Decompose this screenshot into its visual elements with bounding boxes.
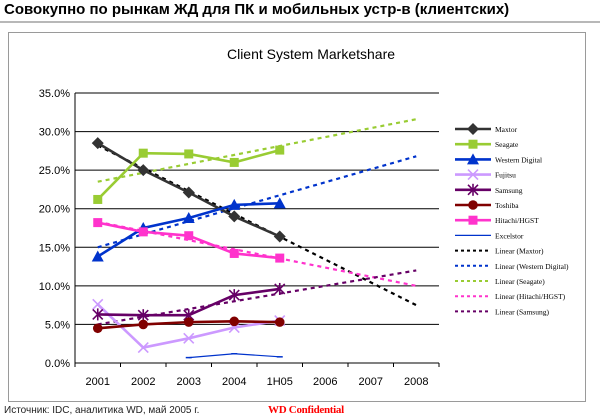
legend-label: Western Digital xyxy=(495,155,542,164)
legend-entry: Seagate xyxy=(455,139,519,149)
legend-point xyxy=(467,153,479,165)
series-toshiba-point xyxy=(183,317,194,327)
legend-label: Samsung xyxy=(495,186,523,195)
series-hitachi-hgst-point xyxy=(184,231,194,241)
legend-label: Fujitsu xyxy=(495,171,516,180)
series-toshiba-point xyxy=(274,317,285,327)
legend-point xyxy=(467,169,479,181)
legend-entry: Maxtor xyxy=(455,123,518,135)
legend: Maxtor Seagate Western Digital Fujitsu Samsu… xyxy=(455,123,569,316)
legend-label: Linear (Seagate) xyxy=(495,277,545,286)
legend-entry: Samsung xyxy=(455,183,523,196)
series-fujitsu-point xyxy=(183,332,195,344)
slide-title: Совокупно по рынкам ЖД для ПК и мобильны… xyxy=(4,1,510,18)
legend-entry: Linear (Hitachi/HGST) xyxy=(455,292,566,301)
series-hitachi-hgst-point xyxy=(138,227,148,237)
series-fujitsu-point xyxy=(92,298,104,310)
series-samsung-point xyxy=(137,309,149,322)
legend-label: Seagate xyxy=(495,140,519,149)
x-tick-label: 2007 xyxy=(359,376,383,388)
series-maxtor-point xyxy=(91,137,104,150)
y-tick-label: 20.0% xyxy=(39,204,70,216)
legend-label: Linear (Samsung) xyxy=(495,307,549,316)
legend-entry: Linear (Seagate) xyxy=(455,277,545,286)
series-maxtor-point xyxy=(137,164,150,177)
axes: 0.0% 5.0% 10.0% 15.0% 20.0% 25.0% 30.0% 35.0% 20… xyxy=(39,88,440,388)
legend-label: Linear (Western Digital) xyxy=(495,262,569,271)
series-toshiba-point xyxy=(92,323,103,334)
legend-entry: Excelstor xyxy=(455,231,524,240)
legend-point xyxy=(468,200,478,210)
series-seagate-point xyxy=(184,149,194,159)
x-tick-label: 2004 xyxy=(222,376,246,388)
series-hitachi-hgst-point xyxy=(229,248,239,258)
series-seagate-point xyxy=(275,145,285,155)
source-note: Источник: IDC, аналитика WD, май 2005 г. xyxy=(4,405,200,416)
series-maxtor-point xyxy=(228,210,241,223)
legend-entry: Hitachi/HGST xyxy=(455,215,539,225)
trendline-linear-seagate xyxy=(97,118,417,183)
series-samsung-point xyxy=(274,282,286,295)
y-tick-label: 30.0% xyxy=(39,127,70,139)
legend-entry: Linear (Samsung) xyxy=(455,307,549,316)
x-tick-label: 2003 xyxy=(177,376,201,388)
series-hitachi-hgst-point xyxy=(275,253,285,263)
series-samsung-point xyxy=(92,308,104,321)
series-western-digital-point xyxy=(182,211,195,223)
legend-label: Excelstor xyxy=(495,231,524,240)
y-tick-label: 25.0% xyxy=(39,165,70,177)
legend-entry: Linear (Maxtor) xyxy=(455,247,544,256)
legend-label: Toshiba xyxy=(495,201,519,210)
y-tick-label: 0.0% xyxy=(45,358,70,370)
x-tick-label: 2002 xyxy=(131,376,155,388)
series-western-digital-point xyxy=(273,197,286,209)
series-toshiba-point xyxy=(138,319,149,330)
y-tick-label: 15.0% xyxy=(39,242,70,254)
legend-entry: Fujitsu xyxy=(455,169,516,181)
series-western-digital-point xyxy=(91,250,104,262)
confidential-mark: WD Confidential xyxy=(268,404,344,416)
series-maxtor-point xyxy=(273,230,286,243)
series-western-digital-point xyxy=(228,198,241,210)
series-maxtor-point xyxy=(182,186,195,199)
x-tick-label: 2006 xyxy=(313,376,337,388)
legend-entry: Toshiba xyxy=(455,200,519,210)
trendline-linear-hitachi-hgst xyxy=(97,220,417,287)
x-tick-label: 1H05 xyxy=(267,376,293,388)
series-seagate-point xyxy=(93,194,103,204)
y-tick-label: 35.0% xyxy=(39,88,70,100)
trendline-linear-samsung xyxy=(97,269,417,326)
marketshare-chart: Client System Marketshare 0.0% 5.0% 10.0% 1… xyxy=(39,46,569,388)
series-seagate-point xyxy=(138,148,148,158)
y-tick-label: 10.0% xyxy=(39,281,70,293)
legend-point xyxy=(468,215,478,225)
title-divider xyxy=(0,21,600,23)
y-tick-label: 5.0% xyxy=(45,319,70,331)
series-seagate-point xyxy=(229,157,239,167)
legend-label: Maxtor xyxy=(495,125,518,134)
legend-label: Hitachi/HGST xyxy=(495,216,539,225)
legend-label: Linear (Maxtor) xyxy=(495,247,544,256)
legend-point xyxy=(468,139,478,149)
grid xyxy=(75,92,439,325)
series-toshiba-point xyxy=(229,316,240,327)
legend-entry: Western Digital xyxy=(455,153,542,165)
series-western-digital-line xyxy=(97,202,280,258)
legend-point xyxy=(467,123,479,135)
series-fujitsu-point xyxy=(137,342,149,354)
series-lines xyxy=(91,137,286,359)
chart-title: Client System Marketshare xyxy=(227,46,395,62)
legend-entry: Linear (Western Digital) xyxy=(455,262,569,271)
legend-label: Linear (Hitachi/HGST) xyxy=(495,292,566,301)
x-tick-label: 2001 xyxy=(86,376,110,388)
legend-point xyxy=(467,183,479,196)
chart-frame: Client System Marketshare 0.0% 5.0% 10.0% 1… xyxy=(8,32,586,402)
series-samsung-point xyxy=(228,289,240,302)
series-hitachi-hgst-point xyxy=(93,218,103,228)
x-tick-label: 2008 xyxy=(404,376,428,388)
